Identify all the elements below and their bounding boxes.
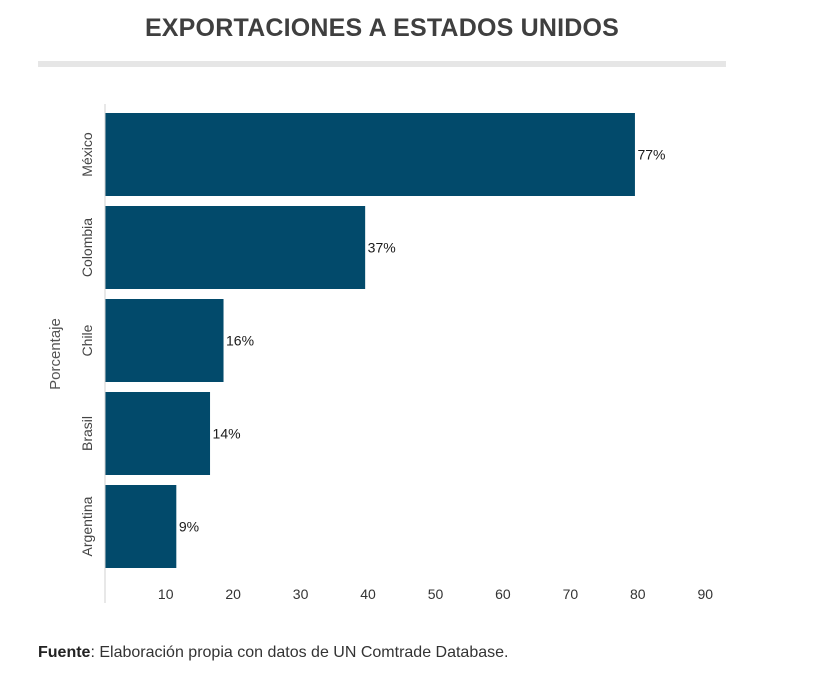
x-tick-label-2: 20 xyxy=(225,586,241,602)
data-label-1: 77% xyxy=(637,147,665,163)
x-tick-label-5: 50 xyxy=(428,586,444,602)
chart-title: EXPORTACIONES A ESTADOS UNIDOS xyxy=(144,14,620,42)
bar-2 xyxy=(105,206,366,289)
x-tick-label-8: 80 xyxy=(630,586,646,602)
source-label: Fuente xyxy=(38,644,91,661)
category-label-4: Brasil xyxy=(79,416,95,451)
bar-3 xyxy=(105,299,224,382)
title-divider xyxy=(38,61,726,67)
category-label-3: Chile xyxy=(79,324,95,356)
source-text: : Elaboración propia con datos de UN Com… xyxy=(90,644,509,661)
x-tick-label-9: 90 xyxy=(697,586,713,602)
data-label-5: 9% xyxy=(179,519,199,535)
data-label-3: 16% xyxy=(226,333,254,349)
category-label-2: Colombia xyxy=(79,218,95,277)
data-label-2: 37% xyxy=(368,240,396,256)
x-tick-label-1: 10 xyxy=(158,586,174,602)
x-tick-label-7: 70 xyxy=(563,586,579,602)
data-label-4: 14% xyxy=(213,426,241,442)
y-axis-title: Porcentaje xyxy=(47,318,64,390)
x-tick-label-3: 30 xyxy=(293,586,309,602)
bar-4 xyxy=(105,392,211,475)
category-label-1: México xyxy=(79,132,95,177)
bar-chart: 77% México 37% Colombia 16% Chile 14% Brasil 9% A… xyxy=(47,104,713,603)
x-tick-label-6: 60 xyxy=(495,586,511,602)
bar-5 xyxy=(105,485,177,568)
bar-1 xyxy=(105,113,635,196)
category-label-5: Argentina xyxy=(79,496,95,556)
source-note: Fuente: Elaboración propia con datos de … xyxy=(38,644,508,662)
x-tick-label-4: 40 xyxy=(360,586,376,602)
